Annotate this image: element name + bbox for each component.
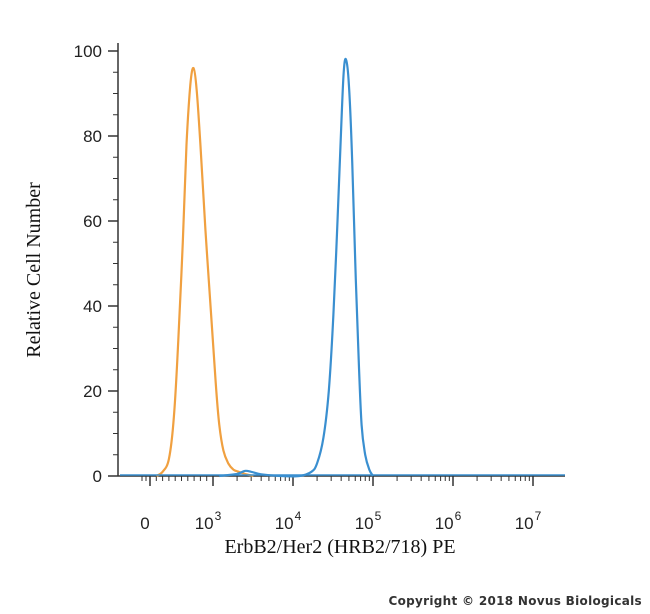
y-axis-title: Relative Cell Number [23,182,45,358]
x-axis: 0 103 104 105 106 107 [118,475,565,533]
y-tick-label: 20 [83,382,102,401]
x-tick-label: 107 [515,509,542,533]
x-tick-label: 106 [435,509,462,533]
y-tick-label: 60 [83,212,102,231]
x-tick-label: 104 [275,509,302,533]
y-tick-label: 80 [83,127,102,146]
x-tick-label: 103 [195,509,222,533]
x-tick-label: 0 [140,514,149,533]
histogram-series-1 [155,66,254,478]
copyright-notice: Copyright © 2018 Novus Biologicals [388,594,642,608]
y-axis: 0 20 40 60 80 100 [74,42,119,486]
y-tick-label: 40 [83,297,102,316]
y-tick-label: 0 [93,467,102,486]
x-axis-title: ErbB2/Her2 (HRB2/718) PE [224,536,455,558]
y-tick-label: 100 [74,42,102,61]
histogram-series-2 [219,57,374,478]
x-tick-label: 105 [355,509,382,533]
series-layer [120,57,565,478]
